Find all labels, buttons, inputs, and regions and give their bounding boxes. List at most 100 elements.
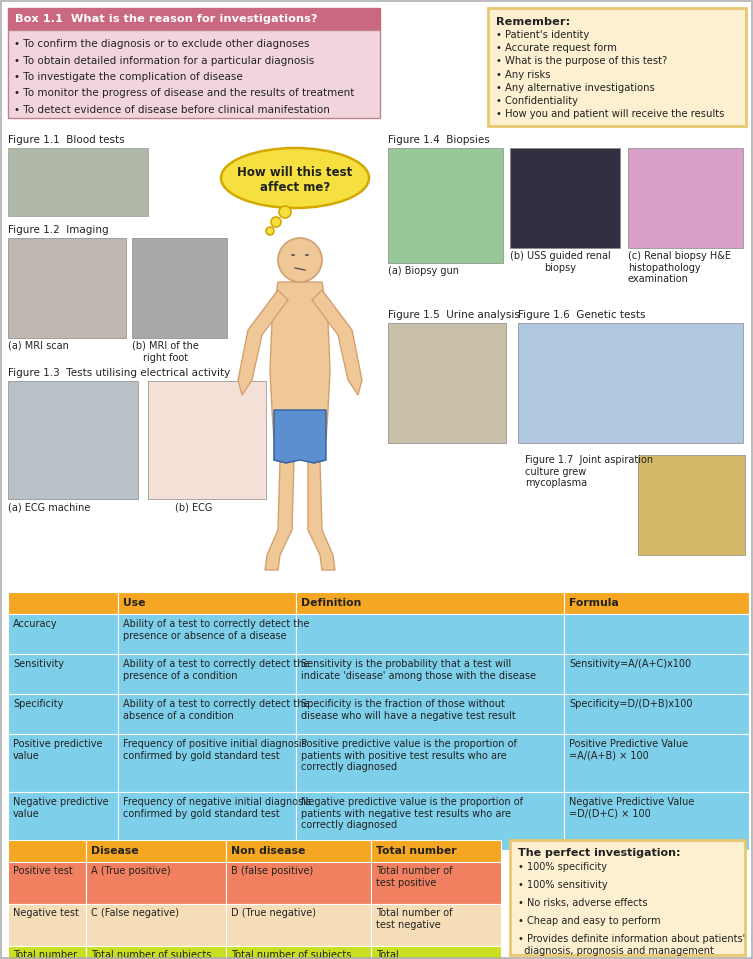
Text: Positive test: Positive test [13, 866, 73, 876]
FancyBboxPatch shape [86, 904, 226, 946]
FancyBboxPatch shape [86, 840, 226, 862]
Text: • Patient's identity: • Patient's identity [496, 30, 590, 40]
Text: Sensitivity is the probability that a test will
indicate 'disease' among those w: Sensitivity is the probability that a te… [301, 659, 536, 681]
Text: Figure 1.5  Urine analysis: Figure 1.5 Urine analysis [388, 310, 520, 320]
Text: • Any risks: • Any risks [496, 70, 550, 80]
Text: Non disease: Non disease [231, 846, 306, 856]
Text: The perfect investigation:: The perfect investigation: [518, 848, 681, 858]
Text: • Any alternative investigations: • Any alternative investigations [496, 82, 655, 93]
Circle shape [278, 238, 322, 282]
Text: Positive predictive value is the proportion of
patients with positive test resul: Positive predictive value is the proport… [301, 739, 517, 772]
FancyBboxPatch shape [148, 381, 266, 499]
FancyBboxPatch shape [86, 946, 226, 959]
FancyBboxPatch shape [118, 614, 296, 654]
Text: Positive Predictive Value
=A/(A+B) × 100: Positive Predictive Value =A/(A+B) × 100 [569, 739, 688, 760]
FancyBboxPatch shape [8, 148, 148, 216]
FancyBboxPatch shape [8, 946, 86, 959]
Text: D (True negative): D (True negative) [231, 908, 316, 918]
FancyBboxPatch shape [226, 904, 371, 946]
FancyBboxPatch shape [132, 238, 227, 338]
FancyBboxPatch shape [296, 792, 564, 850]
FancyBboxPatch shape [8, 792, 118, 850]
FancyBboxPatch shape [226, 862, 371, 904]
Text: Accuracy: Accuracy [13, 619, 58, 629]
FancyBboxPatch shape [296, 592, 564, 614]
Text: Specificity=D/(D+B)x100: Specificity=D/(D+B)x100 [569, 699, 693, 709]
FancyBboxPatch shape [518, 323, 743, 443]
Text: B (false positive): B (false positive) [231, 866, 313, 876]
FancyBboxPatch shape [638, 455, 745, 555]
FancyBboxPatch shape [118, 654, 296, 694]
Text: Sensitivity: Sensitivity [13, 659, 64, 669]
Text: • 100% specificity: • 100% specificity [518, 862, 607, 872]
Text: Frequency of positive initial diagnosis
confirmed by gold standard test: Frequency of positive initial diagnosis … [123, 739, 306, 760]
FancyBboxPatch shape [564, 592, 749, 614]
FancyBboxPatch shape [8, 592, 118, 614]
Text: Ability of a test to correctly detect the
absence of a condition: Ability of a test to correctly detect th… [123, 699, 309, 720]
FancyBboxPatch shape [371, 904, 501, 946]
Polygon shape [238, 290, 288, 395]
Text: Negative predictive
value: Negative predictive value [13, 797, 108, 819]
FancyBboxPatch shape [510, 148, 620, 248]
FancyBboxPatch shape [8, 840, 86, 862]
FancyBboxPatch shape [510, 840, 745, 955]
Text: Figure 1.6  Genetic tests: Figure 1.6 Genetic tests [518, 310, 645, 320]
FancyBboxPatch shape [564, 614, 749, 654]
Text: Total number of subjects
with disease: Total number of subjects with disease [91, 950, 212, 959]
Polygon shape [312, 290, 362, 395]
Text: Figure 1.2  Imaging: Figure 1.2 Imaging [8, 225, 108, 235]
FancyBboxPatch shape [8, 8, 380, 30]
Circle shape [266, 227, 274, 235]
Text: (b) USS guided renal
biopsy: (b) USS guided renal biopsy [510, 251, 611, 272]
FancyBboxPatch shape [8, 694, 118, 734]
Text: • To confirm the diagnosis or to exclude other diagnoses: • To confirm the diagnosis or to exclude… [14, 39, 309, 49]
FancyBboxPatch shape [296, 694, 564, 734]
FancyBboxPatch shape [8, 30, 380, 118]
Text: Ability of a test to correctly detect the
presence of a condition: Ability of a test to correctly detect th… [123, 659, 309, 681]
FancyBboxPatch shape [628, 148, 743, 248]
FancyBboxPatch shape [371, 840, 501, 862]
FancyBboxPatch shape [8, 734, 118, 792]
FancyBboxPatch shape [118, 592, 296, 614]
FancyBboxPatch shape [388, 148, 503, 263]
Text: • No risks, adverse effects: • No risks, adverse effects [518, 898, 648, 908]
Text: (b) MRI of the
right foot: (b) MRI of the right foot [132, 341, 199, 363]
FancyBboxPatch shape [226, 840, 371, 862]
FancyBboxPatch shape [8, 654, 118, 694]
Text: • Cheap and easy to perform: • Cheap and easy to perform [518, 916, 660, 926]
Text: Figure 1.1  Blood tests: Figure 1.1 Blood tests [8, 135, 125, 145]
FancyBboxPatch shape [388, 323, 506, 443]
Text: Total number: Total number [13, 950, 77, 959]
FancyBboxPatch shape [296, 654, 564, 694]
FancyBboxPatch shape [564, 694, 749, 734]
Text: • To investigate the complication of disease: • To investigate the complication of dis… [14, 72, 242, 82]
Polygon shape [265, 440, 294, 570]
Text: Negative predictive value is the proportion of
patients with negative test resul: Negative predictive value is the proport… [301, 797, 523, 830]
Text: Negative Predictive Value
=D/(D+C) × 100: Negative Predictive Value =D/(D+C) × 100 [569, 797, 694, 819]
Text: • To monitor the progress of disease and the results of treatment: • To monitor the progress of disease and… [14, 88, 355, 99]
Ellipse shape [221, 148, 369, 208]
Text: • Accurate request form: • Accurate request form [496, 43, 617, 53]
Text: Box 1.1  What is the reason for investigations?: Box 1.1 What is the reason for investiga… [15, 14, 317, 24]
Text: • How you and patient will receive the results: • How you and patient will receive the r… [496, 109, 724, 119]
FancyBboxPatch shape [564, 734, 749, 792]
Polygon shape [270, 282, 330, 440]
Polygon shape [274, 410, 326, 463]
Text: • To obtain detailed information for a particular diagnosis: • To obtain detailed information for a p… [14, 56, 314, 65]
FancyBboxPatch shape [8, 614, 118, 654]
Circle shape [271, 217, 281, 227]
Text: (c) Renal biopsy H&E
histopathology
examination: (c) Renal biopsy H&E histopathology exam… [628, 251, 731, 284]
FancyBboxPatch shape [118, 694, 296, 734]
FancyBboxPatch shape [296, 614, 564, 654]
Text: Figure 1.4  Biopsies: Figure 1.4 Biopsies [388, 135, 489, 145]
FancyBboxPatch shape [371, 862, 501, 904]
Polygon shape [306, 460, 335, 570]
FancyBboxPatch shape [118, 734, 296, 792]
Text: Specificity: Specificity [13, 699, 63, 709]
Text: Total number of subjects
without disease: Total number of subjects without disease [231, 950, 352, 959]
Text: How will this test
affect me?: How will this test affect me? [237, 166, 352, 194]
Text: (a) MRI scan: (a) MRI scan [8, 341, 69, 351]
Text: Ability of a test to correctly detect the
presence or absence of a disease: Ability of a test to correctly detect th… [123, 619, 309, 641]
FancyBboxPatch shape [488, 8, 746, 126]
Text: Frequency of negative initial diagnosis
confirmed by gold standard test: Frequency of negative initial diagnosis … [123, 797, 311, 819]
